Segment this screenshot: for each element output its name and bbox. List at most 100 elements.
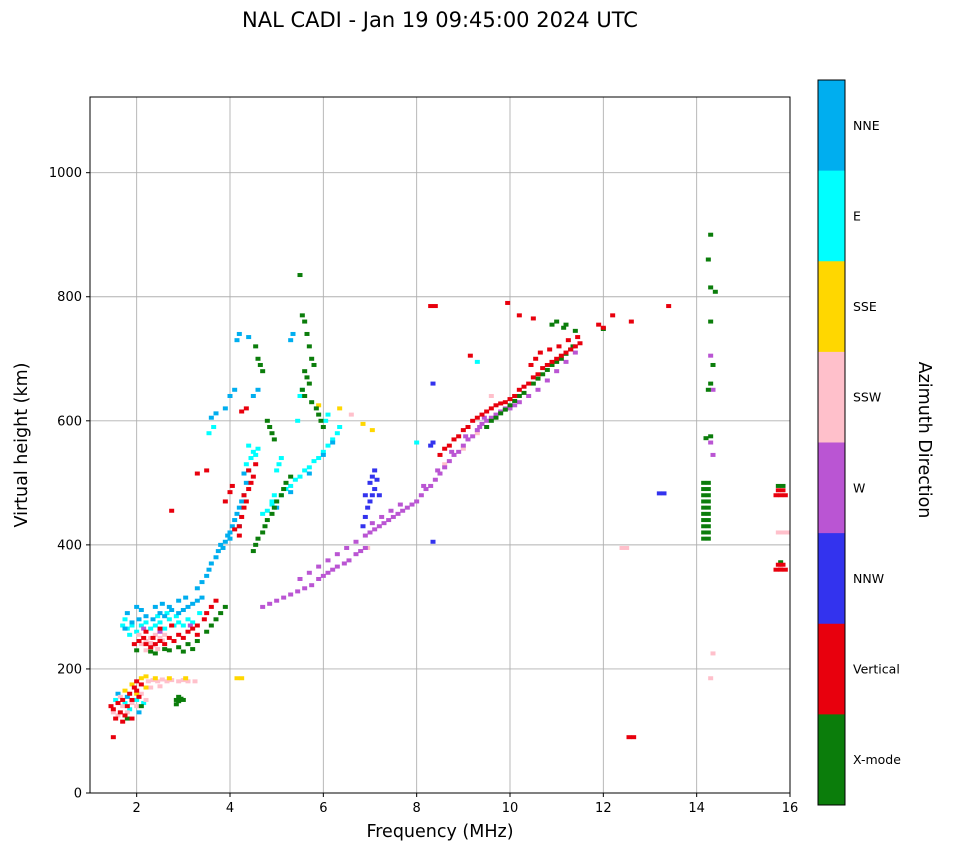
colorbar-segment-E xyxy=(818,170,845,262)
y-tick-label: 0 xyxy=(74,787,82,802)
scatter-point-Vertical xyxy=(180,635,186,640)
scatter-point-W xyxy=(460,443,466,448)
scatter-point-NNE xyxy=(222,406,228,411)
scatter-point-Vertical xyxy=(253,462,259,467)
scatter-point-NNE xyxy=(206,567,212,572)
x-axis-label: Frequency (MHz) xyxy=(366,822,514,842)
scatter-point-E xyxy=(248,456,254,461)
scatter-point-SSW xyxy=(460,446,466,451)
scatter-point-Vertical xyxy=(124,704,130,709)
scatter-point-NNE xyxy=(255,387,261,392)
scatter-point-E xyxy=(138,623,144,628)
x-tick-label: 12 xyxy=(595,801,612,816)
colorbar-axis-label: Azimuth Direction xyxy=(914,361,934,519)
scatter-point-E xyxy=(271,493,277,498)
scatter-point-Vertical xyxy=(113,716,119,721)
scatter-point-NNE xyxy=(124,611,130,616)
scatter-point-Vertical xyxy=(549,359,555,364)
scatter-point-W xyxy=(418,493,424,498)
scatter-point-SSE xyxy=(143,674,149,679)
scatter-point-NNE xyxy=(134,604,140,609)
scatter-point-NNE xyxy=(136,710,142,715)
scatter-point-X-mode xyxy=(705,505,711,510)
scatter-point-SSW xyxy=(110,710,116,715)
scatter-point-Vertical xyxy=(530,375,536,380)
scatter-point-X-mode xyxy=(124,716,130,721)
scatter-point-X-mode xyxy=(710,362,716,367)
scatter-point-W xyxy=(535,387,541,392)
scatter-point-X-mode xyxy=(255,356,261,361)
scatter-point-Vertical xyxy=(516,387,522,392)
scatter-point-Vertical xyxy=(171,639,177,644)
colorbar-segment-NNW xyxy=(818,533,845,625)
scatter-point-E xyxy=(337,425,343,430)
scatter-point-Vertical xyxy=(780,488,786,493)
scatter-point-NNE xyxy=(136,617,142,622)
scatter-point-Vertical xyxy=(134,679,140,684)
scatter-point-W xyxy=(428,483,434,488)
scatter-point-X-mode xyxy=(264,418,270,423)
scatter-point-NNE xyxy=(239,499,245,504)
scatter-point-E xyxy=(129,623,135,628)
scatter-point-W xyxy=(157,629,163,634)
scatter-point-SSW xyxy=(138,691,144,696)
scatter-point-SSW xyxy=(708,676,714,681)
scatter-point-E xyxy=(250,449,256,454)
scatter-point-NNW xyxy=(430,440,436,445)
scatter-point-SSE xyxy=(138,676,144,681)
scatter-point-X-mode xyxy=(138,704,144,709)
scatter-point-E xyxy=(206,431,212,436)
scatter-point-E xyxy=(297,474,303,479)
scatter-point-Vertical xyxy=(775,488,781,493)
y-tick-label: 800 xyxy=(57,290,82,305)
scatter-point-W xyxy=(544,378,550,383)
scatter-point-X-mode xyxy=(299,387,305,392)
scatter-point-Vertical xyxy=(568,347,574,352)
scatter-point-X-mode xyxy=(271,437,277,442)
scatter-point-X-mode xyxy=(304,375,310,380)
scatter-point-X-mode xyxy=(208,623,214,628)
scatter-point-NNW xyxy=(369,474,375,479)
scatter-point-Vertical xyxy=(241,493,247,498)
scatter-point-Vertical xyxy=(169,623,175,628)
scatter-point-SSW xyxy=(138,642,144,647)
scatter-point-E xyxy=(155,614,161,619)
scatter-point-Vertical xyxy=(250,474,256,479)
scatter-point-W xyxy=(297,576,303,581)
scatter-point-Vertical xyxy=(248,480,254,485)
scatter-point-NNE xyxy=(169,608,175,613)
scatter-point-X-mode xyxy=(306,344,312,349)
scatter-point-E xyxy=(127,707,133,712)
scatter-point-X-mode xyxy=(260,369,266,374)
scatter-point-SSW xyxy=(155,647,161,652)
scatter-point-E xyxy=(274,468,280,473)
scatter-point-X-mode xyxy=(521,390,527,395)
scatter-point-SSW xyxy=(348,412,354,417)
scatter-point-X-mode xyxy=(701,536,707,541)
scatter-point-Vertical xyxy=(773,493,779,498)
scatter-point-X-mode xyxy=(302,393,308,398)
scatter-point-SSW xyxy=(780,530,786,535)
scatter-point-SSE xyxy=(369,428,375,433)
scatter-point-NNE xyxy=(199,595,205,600)
scatter-point-NNE xyxy=(157,611,163,616)
scatter-point-Vertical xyxy=(241,505,247,510)
scatter-point-Vertical xyxy=(120,719,126,724)
plot-area-border xyxy=(89,96,791,794)
scatter-point-Vertical xyxy=(526,381,532,386)
scatter-point-E xyxy=(474,359,480,364)
scatter-point-Vertical xyxy=(484,409,490,414)
scatter-point-E xyxy=(185,617,191,622)
scatter-point-Vertical xyxy=(521,384,527,389)
scatter-point-W xyxy=(710,387,716,392)
scatter-point-W xyxy=(465,437,471,442)
scatter-point-X-mode xyxy=(162,647,168,652)
scatter-point-NNE xyxy=(225,533,231,538)
scatter-point-X-mode xyxy=(320,425,326,430)
scatter-point-E xyxy=(302,468,308,473)
scatter-point-SSE xyxy=(360,421,366,426)
scatter-point-E xyxy=(211,425,217,430)
scatter-point-NNW xyxy=(362,514,368,519)
scatter-point-Vertical xyxy=(208,604,214,609)
scatter-point-W xyxy=(481,415,487,420)
